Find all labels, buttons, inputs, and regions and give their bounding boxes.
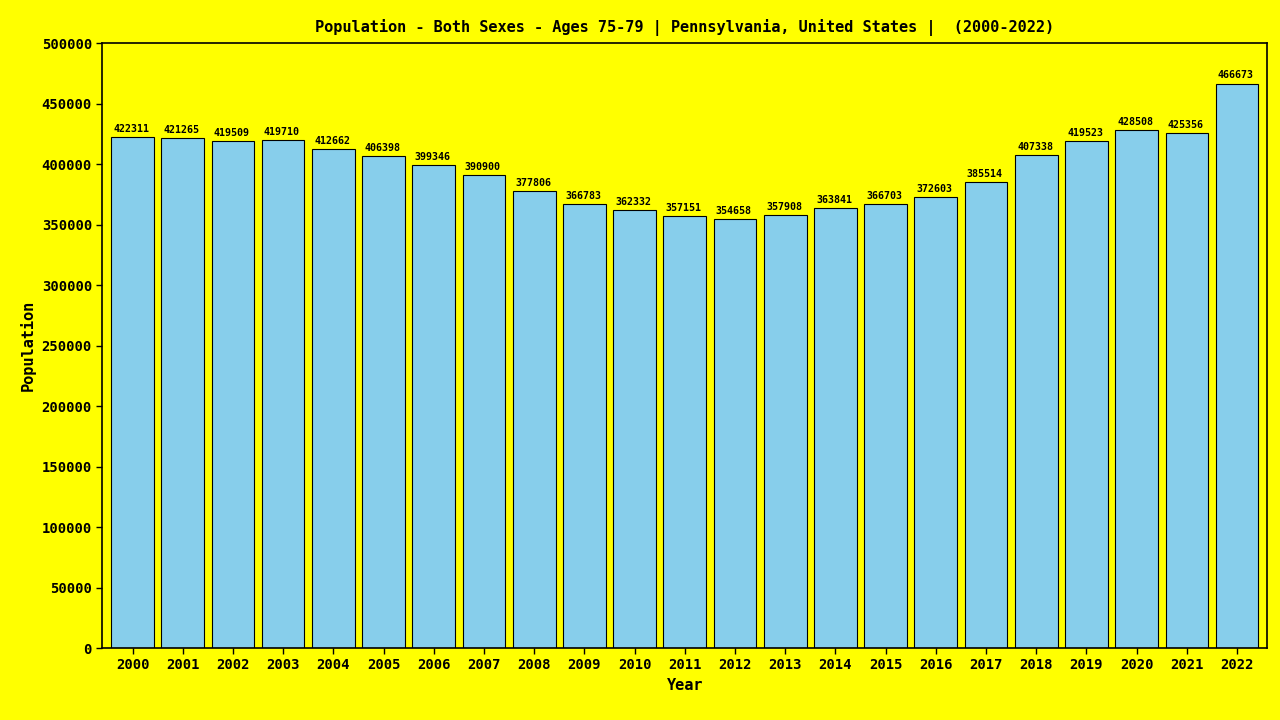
Text: 366703: 366703 (867, 192, 902, 202)
Text: 419523: 419523 (1068, 127, 1103, 138)
Bar (462, 175, 506, 648)
X-axis label: Year: Year (667, 678, 703, 693)
Text: 357151: 357151 (666, 203, 701, 213)
Text: 385514: 385514 (966, 168, 1002, 179)
Bar (1065, 140, 1107, 648)
Bar (513, 191, 556, 648)
Text: 377806: 377806 (515, 178, 550, 188)
Bar (1115, 130, 1158, 648)
Bar (563, 204, 605, 648)
Y-axis label: Population: Population (20, 300, 36, 391)
Title: Population - Both Sexes - Ages 75-79 | Pennsylvania, United States |  (2000-2022: Population - Both Sexes - Ages 75-79 | P… (315, 19, 1055, 36)
Text: 421265: 421265 (164, 125, 200, 135)
Bar (663, 216, 707, 648)
Bar (965, 181, 1007, 648)
Text: 428508: 428508 (1117, 117, 1153, 127)
Bar (161, 138, 204, 648)
Text: 399346: 399346 (415, 152, 451, 162)
Bar (111, 138, 154, 648)
Bar (764, 215, 806, 648)
Text: 372603: 372603 (916, 184, 952, 194)
Text: 419710: 419710 (264, 127, 300, 138)
Text: 366783: 366783 (566, 192, 602, 202)
Bar (864, 204, 908, 648)
Text: 407338: 407338 (1018, 143, 1053, 152)
Text: 357908: 357908 (765, 202, 803, 212)
Text: 406398: 406398 (365, 143, 401, 153)
Bar (1166, 133, 1208, 648)
Bar (362, 156, 404, 648)
Bar (1015, 156, 1057, 648)
Text: 354658: 354658 (716, 206, 751, 216)
Text: 390900: 390900 (465, 162, 500, 172)
Text: 362332: 362332 (616, 197, 652, 207)
Bar (814, 208, 856, 648)
Bar (262, 140, 305, 648)
Text: 419509: 419509 (214, 127, 250, 138)
Bar (714, 219, 756, 648)
Bar (914, 197, 957, 648)
Text: 363841: 363841 (817, 195, 852, 205)
Text: 425356: 425356 (1167, 120, 1203, 130)
Text: 412662: 412662 (314, 136, 351, 146)
Text: 422311: 422311 (114, 124, 150, 134)
Bar (412, 165, 456, 648)
Bar (613, 210, 655, 648)
Bar (1216, 84, 1258, 648)
Text: 466673: 466673 (1217, 71, 1254, 81)
Bar (312, 149, 355, 648)
Bar (211, 140, 255, 648)
